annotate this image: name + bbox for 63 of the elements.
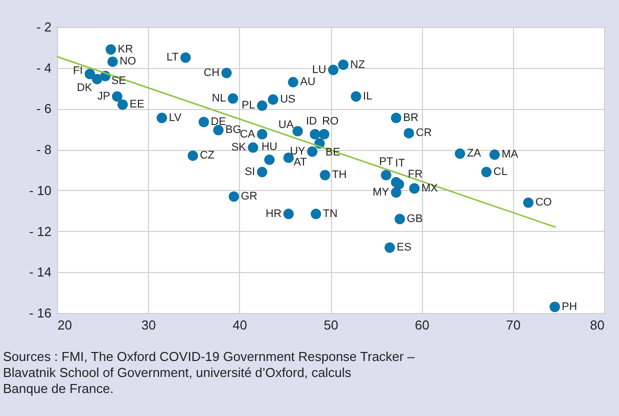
annotation: MY: [372, 186, 390, 198]
x-tick-label: 40: [232, 318, 248, 332]
y-tick-label: - 12: [29, 224, 52, 239]
x-tick-label: 80: [590, 318, 604, 332]
annotation: DK: [76, 82, 93, 94]
annotation: AT: [294, 156, 308, 169]
annotation: JP: [97, 90, 110, 102]
annotation: PL: [242, 100, 256, 112]
annotation: SE: [111, 75, 126, 88]
annotation: CO: [535, 196, 552, 209]
source-note: Sources : FMI, The Oxford COVID-19 Government Response Tracker – Blavatnik School of Government, université d’Oxford, calculs Banque de France.: [3, 349, 416, 396]
annotation: UY: [290, 146, 306, 158]
annotation: CR: [416, 127, 432, 140]
annotation: CZ: [200, 150, 215, 162]
annotation: FR: [408, 168, 423, 180]
annotation: NZ: [350, 58, 366, 71]
annotation: CH: [204, 66, 220, 79]
annotation: MA: [502, 148, 519, 161]
y-tick-label: - 4: [36, 60, 52, 76]
annotation: LV: [168, 112, 182, 124]
annotation: AU: [300, 76, 316, 88]
annotation: TH: [332, 169, 347, 182]
x-tick-label: 30: [141, 318, 156, 332]
annotation: CA: [240, 128, 256, 140]
annotation: PT: [379, 156, 394, 168]
annotation: BG: [225, 124, 242, 136]
annotation: HR: [266, 208, 282, 220]
y-tick-label: - 6: [36, 101, 52, 116]
x-tick-label: 70: [506, 318, 521, 332]
annotation: PH: [562, 300, 578, 313]
annotation: CL: [493, 166, 508, 178]
annotation: SI: [244, 166, 256, 178]
annotation: IL: [363, 90, 372, 102]
annotation: RO: [322, 115, 340, 128]
annotation: LU: [312, 64, 326, 76]
annotation: MX: [421, 182, 439, 194]
x-tick-label: 60: [414, 318, 430, 332]
annotation: ZA: [466, 148, 482, 160]
annotation: EE: [130, 98, 144, 111]
annotation: ID: [306, 115, 318, 128]
annotation: UA: [278, 119, 294, 132]
annotation: TN: [322, 208, 338, 220]
x-tick-label: 50: [324, 318, 338, 332]
annotation: KR: [118, 43, 134, 56]
x-tick-label: 20: [58, 318, 72, 332]
annotation: FI: [73, 64, 83, 77]
annotation: IT: [395, 157, 406, 170]
y-tick-label: - 14: [29, 264, 52, 280]
annotation: ES: [396, 242, 412, 254]
y-tick-label: - 2: [36, 20, 52, 34]
annotation: NO: [120, 56, 137, 68]
y-tick-label: - 10: [29, 182, 52, 198]
annotation: NL: [212, 92, 226, 104]
annotation: HU: [261, 140, 278, 153]
annotation: US: [280, 94, 296, 106]
annotation: LT: [166, 52, 179, 64]
annotation: GB: [406, 213, 423, 226]
annotation: DE: [210, 116, 226, 128]
y-tick-label: - 16: [29, 306, 52, 320]
y-tick-label: - 8: [36, 142, 52, 158]
annotation: BR: [403, 112, 418, 124]
annotation: GR: [240, 190, 258, 203]
annotation: SK: [231, 142, 247, 154]
